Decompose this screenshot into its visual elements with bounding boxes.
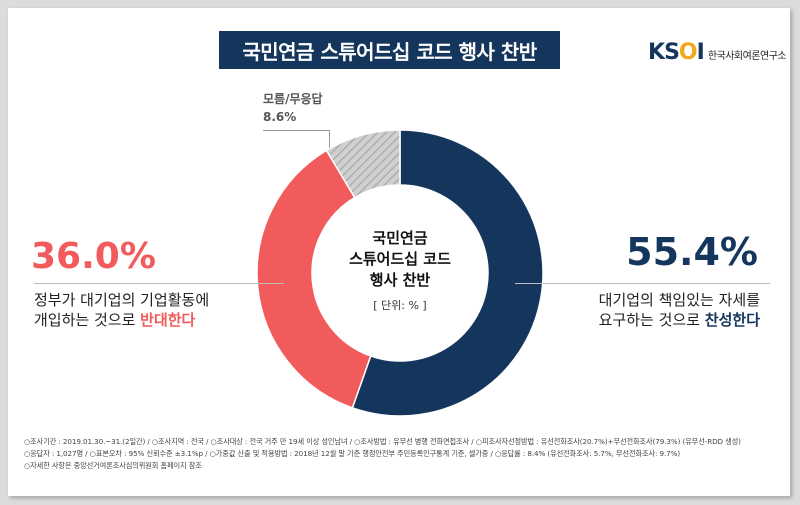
donut-slice-support	[351, 129, 544, 417]
logo-mark: KSOI	[648, 39, 705, 65]
logo-subtitle: 한국사회여론연구소	[707, 50, 787, 62]
support-percent: 55.4%	[626, 230, 758, 274]
donut-slice-dontknow	[325, 129, 401, 199]
right-leader-line	[515, 283, 770, 284]
donut-slice-oppose	[256, 149, 372, 409]
oppose-desc-line1: 정부가 대기업의 기업활동에	[34, 291, 210, 309]
dontknow-label: 모름/무응답	[263, 92, 323, 106]
support-description: 대기업의 책임있는 자세를 요구하는 것으로 찬성한다	[599, 290, 760, 330]
dontknow-leader-line	[263, 130, 330, 131]
support-desc-line2: 요구하는 것으로 찬성한다	[598, 311, 760, 329]
footnote-line1: ○조사기간 : 2019.01.30.~31.(2일간) / ○조사지역 : 전…	[24, 437, 741, 446]
oppose-description: 정부가 대기업의 기업활동에 개입하는 것으로 반대한다	[34, 290, 209, 330]
chart-title: 국민연금 스튜어드십 코드 행사 찬반	[219, 31, 560, 69]
center-unit: [ 단위: % ]	[373, 299, 427, 312]
support-desc-line1: 대기업의 책임있는 자세를	[598, 291, 760, 309]
center-title-line2: 스튜어드십 코드	[349, 250, 451, 268]
center-title-line3: 행사 찬반	[369, 271, 431, 289]
survey-footnote: ○조사기간 : 2019.01.30.~31.(2일간) / ○조사지역 : 전…	[24, 436, 784, 472]
donut-center-label: 국민연금 스튜어드십 코드 행사 찬반 [ 단위: % ]	[320, 228, 480, 313]
ksoi-logo: KSOI 한국사회여론연구소	[648, 38, 787, 66]
center-title-line1: 국민연금	[372, 229, 428, 247]
oppose-highlight: 반대한다	[140, 311, 196, 329]
dontknow-value: 8.6%	[263, 110, 297, 124]
support-highlight: 찬성한다	[704, 311, 760, 329]
footnote-line2: ○응답자 : 1,027명 / ○표본오차 : 95% 신뢰수준 ±3.1%p …	[24, 449, 681, 458]
dontknow-leader-line-vertical	[329, 130, 330, 148]
footnote-line3: ○자세한 사항은 중앙선거여론조사심의위원회 홈페이지 참조	[24, 461, 202, 470]
left-leader-line	[34, 283, 284, 284]
oppose-desc-line2: 개입하는 것으로 반대한다	[34, 311, 196, 329]
oppose-percent: 36.0%	[31, 236, 156, 277]
